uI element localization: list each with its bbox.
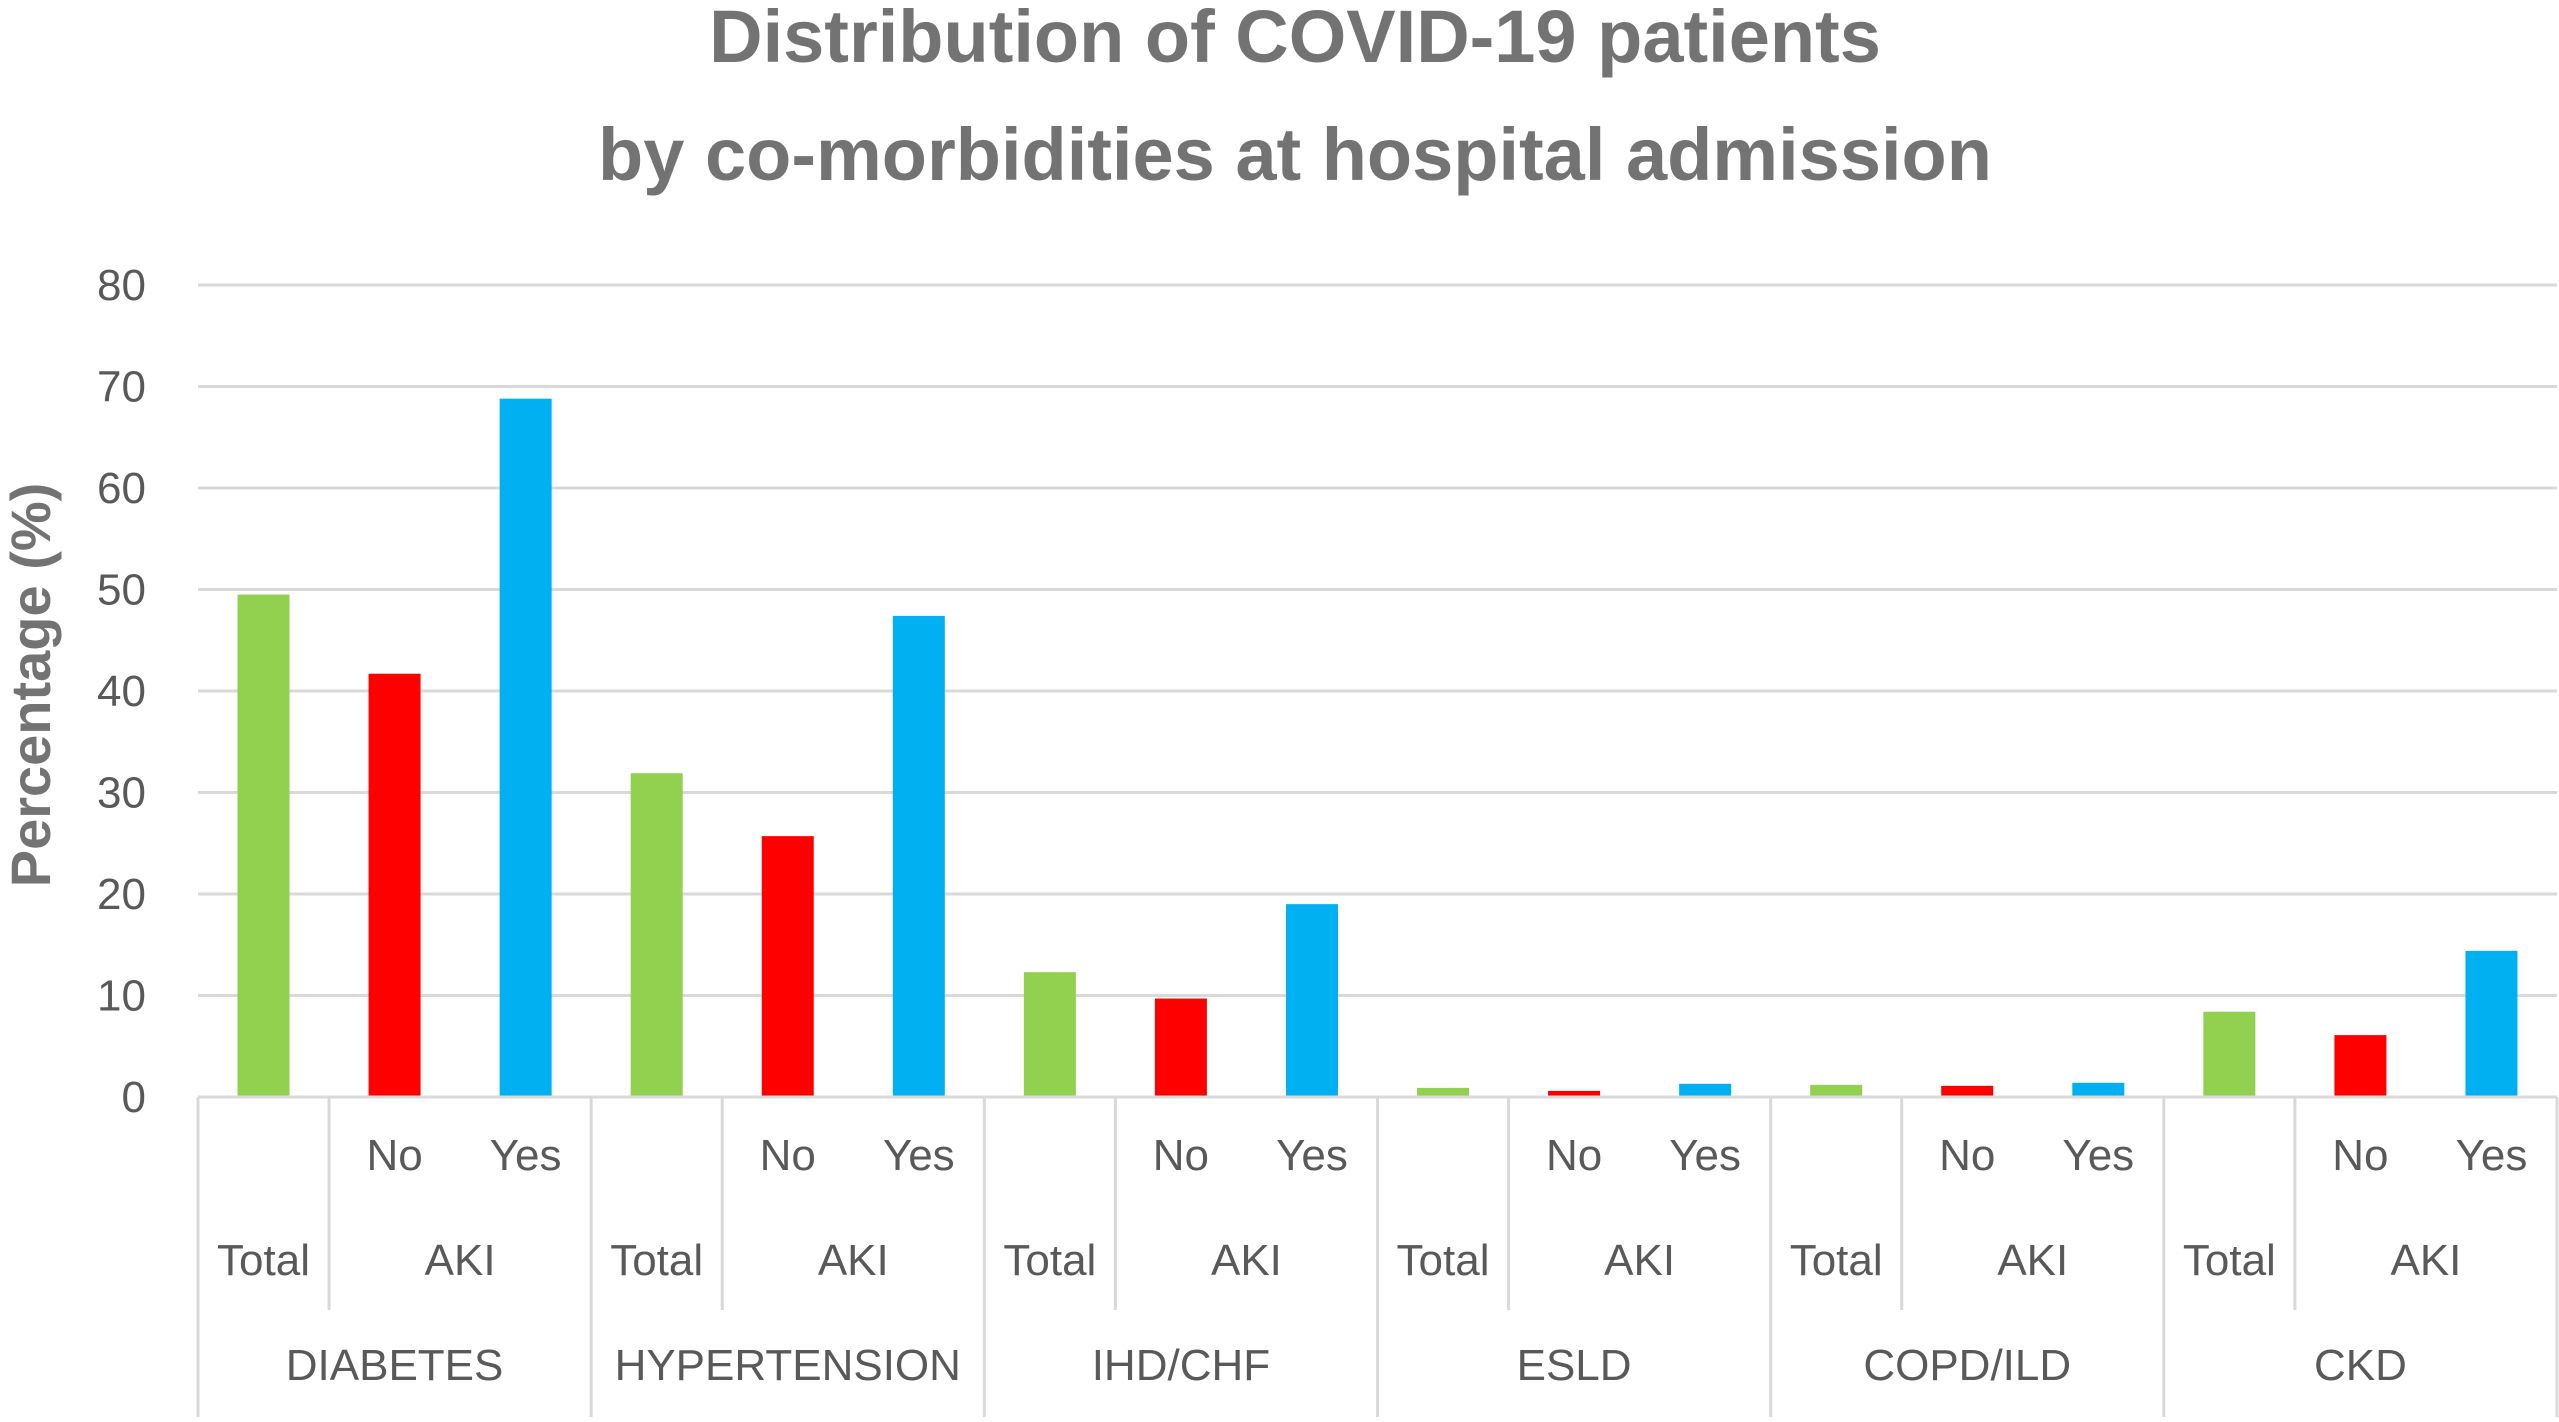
bar-ckd-no (2334, 1035, 2387, 1097)
bar-ihd-chf-total (1023, 972, 1076, 1097)
y-tick-label: 10 (97, 972, 146, 1021)
category-label-total: Total (2183, 1236, 2276, 1285)
bars (237, 398, 2518, 1097)
bar-copd-ild-yes (2072, 1082, 2125, 1097)
sublevel-label-aki: AKI (818, 1236, 889, 1285)
bar-hypertension-no (761, 836, 814, 1097)
bar-esld-total (1417, 1087, 1470, 1097)
bar-diabetes-yes (499, 398, 552, 1097)
y-tick-label: 50 (97, 566, 146, 615)
category-axis: Total No Yes AKI DIABETES Total No Yes AKI HYPERT… (196, 1095, 2559, 1417)
chart-subtitle: by co-morbidities at hospital admission (598, 113, 1992, 196)
y-tick-label: 0 (122, 1073, 146, 1122)
bar-ihd-chf-no (1154, 998, 1207, 1097)
group-label: IHD/CHF (1092, 1341, 1270, 1390)
sublevel-label-aki: AKI (425, 1236, 496, 1285)
group-label: ESLD (1517, 1341, 1632, 1390)
category-label-no: No (1939, 1131, 1995, 1180)
category-label-total: Total (1790, 1236, 1883, 1285)
category-label-total: Total (217, 1236, 310, 1285)
category-label-total: Total (1003, 1236, 1096, 1285)
category-label-no: No (366, 1131, 422, 1180)
sublevel-label-aki: AKI (1211, 1236, 1282, 1285)
bar-copd-ild-total (1810, 1084, 1863, 1097)
category-label-total: Total (1397, 1236, 1490, 1285)
sublevel-label-aki: AKI (1604, 1236, 1675, 1285)
group-label: COPD/ILD (1863, 1341, 2071, 1390)
bar-copd-ild-no (1941, 1085, 1994, 1097)
category-label-yes: Yes (883, 1131, 955, 1180)
category-label-yes: Yes (490, 1131, 562, 1180)
category-label-yes: Yes (2456, 1131, 2528, 1180)
bar-ihd-chf-yes (1285, 904, 1338, 1097)
category-label-no: No (760, 1131, 816, 1180)
sublevel-label-aki: AKI (1997, 1236, 2068, 1285)
y-tick-label: 20 (97, 870, 146, 919)
category-label-yes: Yes (1276, 1131, 1348, 1180)
bar-diabetes-total (237, 594, 290, 1097)
sublevel-label-aki: AKI (2390, 1236, 2461, 1285)
group-label: HYPERTENSION (615, 1341, 961, 1390)
category-label-yes: Yes (1669, 1131, 1741, 1180)
gridlines (198, 283, 2557, 997)
bar-esld-yes (1679, 1083, 1732, 1097)
bar-ckd-yes (2465, 950, 2518, 1097)
y-tick-label: 80 (97, 261, 146, 310)
bar-hypertension-total (630, 773, 683, 1097)
bar-esld-no (1548, 1090, 1601, 1097)
y-tick-labels: 0 10 20 30 40 50 60 70 80 (97, 261, 146, 1122)
y-axis-label: Percentage (%) (0, 483, 62, 888)
group-label: DIABETES (286, 1341, 504, 1390)
category-label-yes: Yes (2062, 1131, 2134, 1180)
category-label-no: No (1153, 1131, 1209, 1180)
y-tick-label: 30 (97, 769, 146, 818)
bar-ckd-total (2203, 1011, 2256, 1097)
y-tick-label: 60 (97, 464, 146, 513)
bar-diabetes-no (368, 673, 421, 1097)
y-tick-label: 40 (97, 667, 146, 716)
y-tick-label: 70 (97, 363, 146, 412)
category-label-total: Total (610, 1236, 703, 1285)
chart-title: Distribution of COVID-19 patients (709, 0, 1881, 78)
category-label-no: No (1546, 1131, 1602, 1180)
group-label: CKD (2314, 1341, 2407, 1390)
category-label-no: No (2332, 1131, 2388, 1180)
bar-hypertension-yes (892, 615, 945, 1097)
